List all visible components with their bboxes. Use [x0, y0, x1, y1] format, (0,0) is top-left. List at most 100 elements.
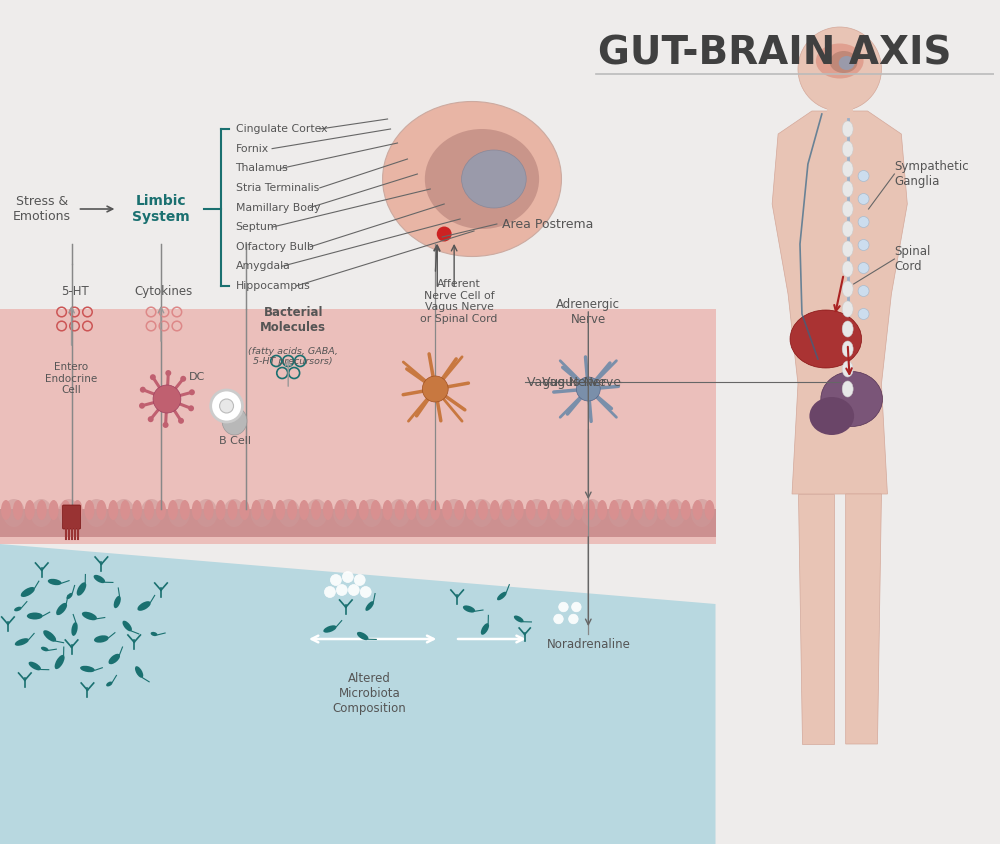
Ellipse shape: [13, 500, 23, 520]
Ellipse shape: [82, 612, 97, 620]
Ellipse shape: [442, 500, 452, 520]
Ellipse shape: [77, 582, 86, 596]
Ellipse shape: [842, 221, 853, 237]
Circle shape: [189, 389, 195, 395]
Ellipse shape: [538, 500, 548, 520]
Ellipse shape: [842, 361, 853, 377]
Circle shape: [336, 585, 347, 596]
Ellipse shape: [416, 499, 438, 527]
Ellipse shape: [691, 499, 713, 527]
Ellipse shape: [135, 666, 143, 678]
Ellipse shape: [790, 310, 862, 368]
Ellipse shape: [663, 499, 685, 527]
Circle shape: [150, 374, 156, 380]
Circle shape: [324, 587, 335, 598]
Ellipse shape: [842, 321, 853, 337]
Ellipse shape: [395, 500, 404, 520]
Ellipse shape: [383, 101, 561, 257]
Ellipse shape: [21, 587, 35, 597]
Ellipse shape: [25, 500, 35, 520]
Ellipse shape: [830, 51, 858, 73]
Ellipse shape: [122, 620, 132, 631]
Ellipse shape: [168, 499, 190, 527]
Ellipse shape: [113, 499, 135, 527]
Ellipse shape: [96, 500, 106, 520]
Ellipse shape: [498, 499, 520, 527]
Ellipse shape: [278, 499, 300, 527]
Ellipse shape: [43, 630, 56, 641]
Ellipse shape: [550, 500, 559, 520]
Ellipse shape: [73, 500, 82, 520]
Ellipse shape: [608, 499, 630, 527]
Ellipse shape: [141, 499, 162, 527]
Circle shape: [178, 418, 184, 424]
Circle shape: [139, 403, 145, 408]
Circle shape: [798, 27, 881, 111]
Ellipse shape: [144, 500, 154, 520]
Ellipse shape: [48, 579, 62, 585]
Ellipse shape: [49, 500, 59, 520]
Circle shape: [211, 390, 242, 422]
Ellipse shape: [27, 613, 43, 619]
Ellipse shape: [573, 500, 583, 520]
Ellipse shape: [61, 500, 71, 520]
Polygon shape: [772, 111, 907, 494]
Ellipse shape: [114, 596, 121, 609]
Text: Bacterial
Molecules: Bacterial Molecules: [260, 306, 326, 334]
Ellipse shape: [490, 500, 500, 520]
Polygon shape: [0, 544, 716, 844]
Ellipse shape: [842, 341, 853, 357]
Ellipse shape: [471, 499, 493, 527]
Ellipse shape: [58, 499, 80, 527]
Circle shape: [858, 262, 869, 273]
Ellipse shape: [15, 638, 29, 646]
Ellipse shape: [357, 632, 369, 640]
Ellipse shape: [430, 500, 440, 520]
Ellipse shape: [365, 601, 374, 611]
Text: Altered
Microbiota
Composition: Altered Microbiota Composition: [333, 672, 407, 715]
Polygon shape: [846, 494, 881, 744]
Circle shape: [188, 405, 194, 411]
Text: Vagus Nerve: Vagus Nerve: [542, 376, 621, 388]
Ellipse shape: [41, 647, 49, 652]
Ellipse shape: [71, 622, 78, 636]
Text: Thalamus: Thalamus: [236, 163, 288, 173]
Ellipse shape: [406, 500, 416, 520]
Ellipse shape: [839, 56, 855, 70]
Ellipse shape: [275, 500, 285, 520]
Ellipse shape: [168, 500, 178, 520]
Circle shape: [858, 285, 869, 296]
Circle shape: [858, 217, 869, 228]
Ellipse shape: [323, 625, 337, 633]
Ellipse shape: [633, 500, 643, 520]
Ellipse shape: [361, 499, 383, 527]
Ellipse shape: [454, 500, 464, 520]
Ellipse shape: [223, 499, 245, 527]
Ellipse shape: [109, 654, 120, 664]
Circle shape: [572, 603, 581, 612]
Circle shape: [437, 226, 452, 241]
Ellipse shape: [705, 500, 715, 520]
Circle shape: [858, 309, 869, 320]
Circle shape: [342, 571, 353, 582]
FancyBboxPatch shape: [827, 106, 853, 114]
Ellipse shape: [553, 499, 575, 527]
Ellipse shape: [481, 623, 489, 635]
Text: B Cell: B Cell: [219, 436, 251, 446]
Ellipse shape: [192, 500, 202, 520]
Ellipse shape: [37, 500, 47, 520]
Ellipse shape: [681, 500, 691, 520]
Ellipse shape: [306, 499, 328, 527]
Ellipse shape: [842, 381, 853, 397]
Text: GUT-BRAIN AXIS: GUT-BRAIN AXIS: [598, 34, 952, 72]
Ellipse shape: [94, 636, 109, 642]
Text: Vagus Nerve: Vagus Nerve: [527, 376, 606, 388]
Ellipse shape: [239, 500, 249, 520]
Text: Sympathetic
Ganglia: Sympathetic Ganglia: [894, 160, 969, 188]
Ellipse shape: [621, 500, 631, 520]
Ellipse shape: [132, 500, 142, 520]
Ellipse shape: [842, 141, 853, 157]
Text: Adrenergic
Nerve: Adrenergic Nerve: [556, 298, 620, 326]
Ellipse shape: [196, 499, 217, 527]
Ellipse shape: [478, 500, 488, 520]
